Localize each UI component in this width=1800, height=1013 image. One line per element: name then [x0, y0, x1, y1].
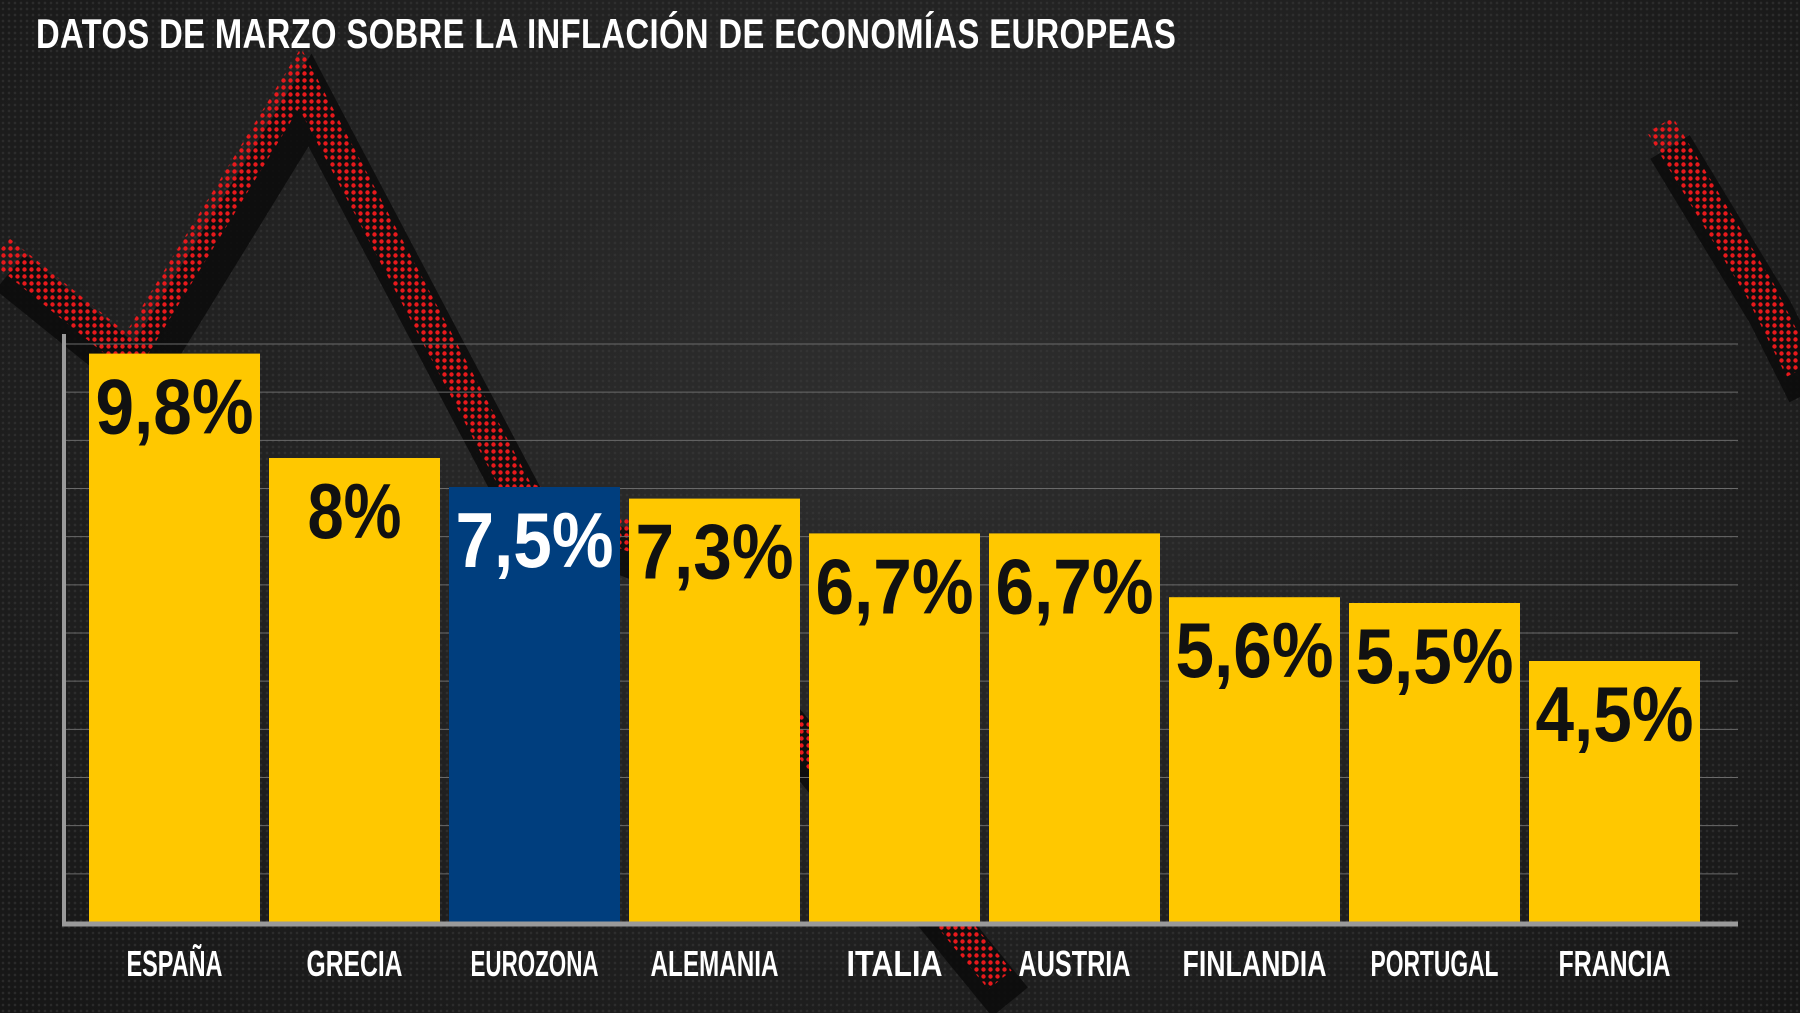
bar — [809, 533, 980, 922]
bar — [269, 458, 440, 922]
bar-value-label: 5,6% — [1176, 606, 1334, 694]
bar — [1169, 597, 1340, 922]
bar — [1349, 603, 1520, 922]
trend-line-right — [1647, 117, 1800, 377]
bar — [89, 353, 260, 923]
bar-value-label: 4,5% — [1536, 670, 1694, 758]
bar — [629, 498, 800, 922]
category-label: ESPAÑA — [127, 942, 223, 984]
bar-value-label: 7,3% — [636, 508, 794, 596]
category-label: PORTUGAL — [1371, 943, 1499, 984]
bar — [1529, 661, 1700, 922]
bar — [989, 533, 1160, 922]
category-label: ITALIA — [847, 943, 943, 984]
category-label: FINLANDIA — [1183, 943, 1327, 984]
bar-value-label: 5,5% — [1356, 612, 1514, 700]
chart-title: DATOS DE MARZO SOBRE LA INFLACIÓN DE ECO… — [36, 10, 1177, 57]
category-label: ALEMANIA — [651, 943, 779, 984]
axes — [62, 334, 1738, 927]
bar — [449, 487, 620, 922]
category-label: GRECIA — [307, 943, 403, 984]
category-label: AUSTRIA — [1019, 943, 1131, 984]
bar-value-label: 9,8% — [96, 363, 254, 451]
category-label: FRANCIA — [1559, 943, 1671, 984]
bar-value-label: 6,7% — [816, 542, 974, 630]
bar-value-label: 8% — [308, 467, 402, 555]
bar-value-label: 7,5% — [456, 496, 614, 584]
category-label: EUROZONA — [471, 943, 599, 984]
bar-value-label: 6,7% — [996, 542, 1154, 630]
bars: 9,8% ESPAÑA 8% GRECIA 7,5% EUROZONA 7,3% ALEMAN… — [89, 353, 1700, 984]
